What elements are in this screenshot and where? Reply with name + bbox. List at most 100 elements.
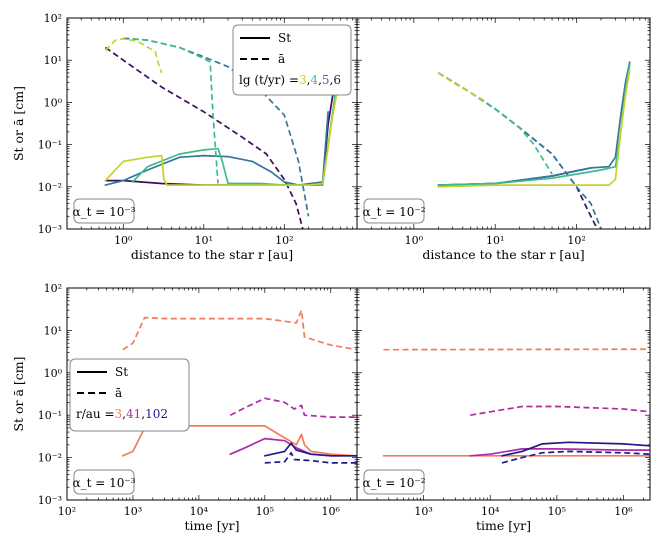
- y-axis-label: St or ā [cm]: [11, 86, 26, 161]
- x-tick-label: 10⁶: [614, 505, 633, 518]
- alpha-annotation: α_t = 10⁻²: [362, 469, 426, 495]
- axes-frame: [356, 17, 651, 230]
- series-line: [437, 72, 602, 229]
- axis-ticks: [356, 17, 651, 230]
- annotation-text: α_t = 10⁻³: [72, 476, 135, 490]
- legend-values: lg (t/yr) =3,4,5,6: [239, 73, 341, 87]
- series-line: [501, 450, 650, 464]
- x-tick-label: 10⁰: [114, 234, 133, 247]
- axis-ticks: [356, 287, 650, 501]
- y-tick-label: 10⁻³: [38, 223, 62, 236]
- series-line: [437, 72, 599, 229]
- legend-dashed-label: ā: [278, 52, 285, 66]
- series-line: [123, 37, 310, 217]
- y-tick-label: 10¹: [44, 324, 62, 337]
- annotation-box: [363, 198, 425, 224]
- legend-separator: ,: [141, 407, 145, 421]
- series-line: [104, 61, 348, 186]
- x-tick-label: 10¹: [195, 234, 213, 247]
- y-tick-label: 10²: [44, 282, 62, 295]
- series-line: [122, 309, 357, 351]
- series-line: [437, 61, 631, 186]
- series-line: [121, 425, 357, 457]
- legend-separator: ,: [122, 407, 126, 421]
- panel-bottom-right: 10³ 10⁴ 10⁵ 10⁶ time [yr] α_t = 10⁻²: [356, 287, 651, 533]
- x-tick-label: 10²: [567, 234, 585, 247]
- x-axis-label: time [yr]: [184, 518, 239, 533]
- x-tick-label: 10³: [124, 505, 142, 518]
- y-tick-label: 10¹: [44, 54, 62, 67]
- annotation-text: α_t = 10⁻²: [362, 205, 425, 219]
- alpha-annotation: α_t = 10⁻³: [72, 198, 136, 224]
- series-line: [104, 38, 163, 74]
- series-line: [437, 68, 631, 188]
- series-line: [501, 441, 650, 457]
- legend-values: r/au =3,41,102: [76, 407, 168, 421]
- annotation-text: α_t = 10⁻³: [72, 205, 135, 219]
- y-tick-label: 10⁻¹: [38, 139, 62, 152]
- y-tick-label: 10²: [44, 12, 62, 25]
- y-tick-label: 10⁻¹: [38, 409, 62, 422]
- legend-separator: ,: [307, 73, 311, 87]
- legend-item: 6: [333, 73, 341, 87]
- annotation-box: [73, 198, 135, 224]
- legend-solid-label: St: [278, 31, 291, 45]
- x-tick-label: 10⁵: [548, 505, 566, 518]
- x-axis-label: distance to the star r [au]: [422, 247, 584, 262]
- series-line: [264, 451, 357, 464]
- legend-item: 41: [126, 407, 141, 421]
- alpha-annotation: α_t = 10⁻²: [362, 198, 426, 224]
- axes-frame: [356, 287, 651, 501]
- alpha-annotation: α_t = 10⁻³: [72, 469, 136, 495]
- annotation-text: α_t = 10⁻²: [362, 476, 425, 490]
- series-group: [382, 348, 650, 464]
- series-line: [470, 405, 650, 417]
- series-line: [104, 46, 304, 229]
- legend-prefix: lg (t/yr) =: [239, 73, 299, 87]
- legend-box: [69, 358, 190, 432]
- legend-box: [232, 24, 352, 96]
- annotation-box: [363, 469, 425, 495]
- series-line: [437, 72, 553, 175]
- series-line: [263, 442, 357, 457]
- x-tick-label: 10⁰: [405, 234, 424, 247]
- legend-item: 5: [322, 73, 330, 87]
- legend-item: 102: [145, 407, 168, 421]
- legend-item: 3: [299, 73, 307, 87]
- y-tick-label: 10⁻²: [38, 452, 62, 465]
- legend-item: 4: [310, 73, 318, 87]
- x-tick-label: 10²: [58, 505, 76, 518]
- y-tick-label: 10⁰: [44, 367, 63, 380]
- legend-separator: ,: [330, 73, 334, 87]
- legend-prefix: r/au =: [76, 407, 115, 421]
- y-tick-label: 10⁻²: [38, 181, 62, 194]
- x-axis-label: distance to the star r [au]: [131, 247, 293, 262]
- series-line: [383, 348, 650, 351]
- legend-item: 3: [115, 407, 123, 421]
- series-group: [437, 61, 631, 229]
- x-tick-label: 10³: [414, 505, 432, 518]
- x-tick-label: 10⁵: [256, 505, 274, 518]
- series-line: [437, 72, 488, 104]
- x-tick-label: 10⁴: [190, 505, 209, 518]
- series-line: [132, 38, 219, 184]
- legend-separator: ,: [318, 73, 322, 87]
- x-axis-label: time [yr]: [476, 518, 531, 533]
- panel-bottom-left: 10² 10³ 10⁴ 10⁵ 10⁶ 10⁻³ 10⁻² 10⁻¹ 10⁰ 10¹ 10² time…: [11, 282, 358, 533]
- x-tick-label: 10¹: [486, 234, 504, 247]
- x-tick-label: 10⁶: [322, 505, 341, 518]
- x-tick-label: 10²: [275, 234, 293, 247]
- annotation-box: [73, 469, 135, 495]
- series-line: [229, 397, 357, 418]
- legend-dashed-label: ā: [115, 386, 122, 400]
- series-line: [469, 448, 650, 457]
- legend-solid-label: St: [115, 365, 128, 379]
- x-tick-label: 10⁴: [481, 505, 500, 518]
- series-group: [121, 309, 357, 464]
- y-tick-label: 10⁻³: [38, 494, 62, 507]
